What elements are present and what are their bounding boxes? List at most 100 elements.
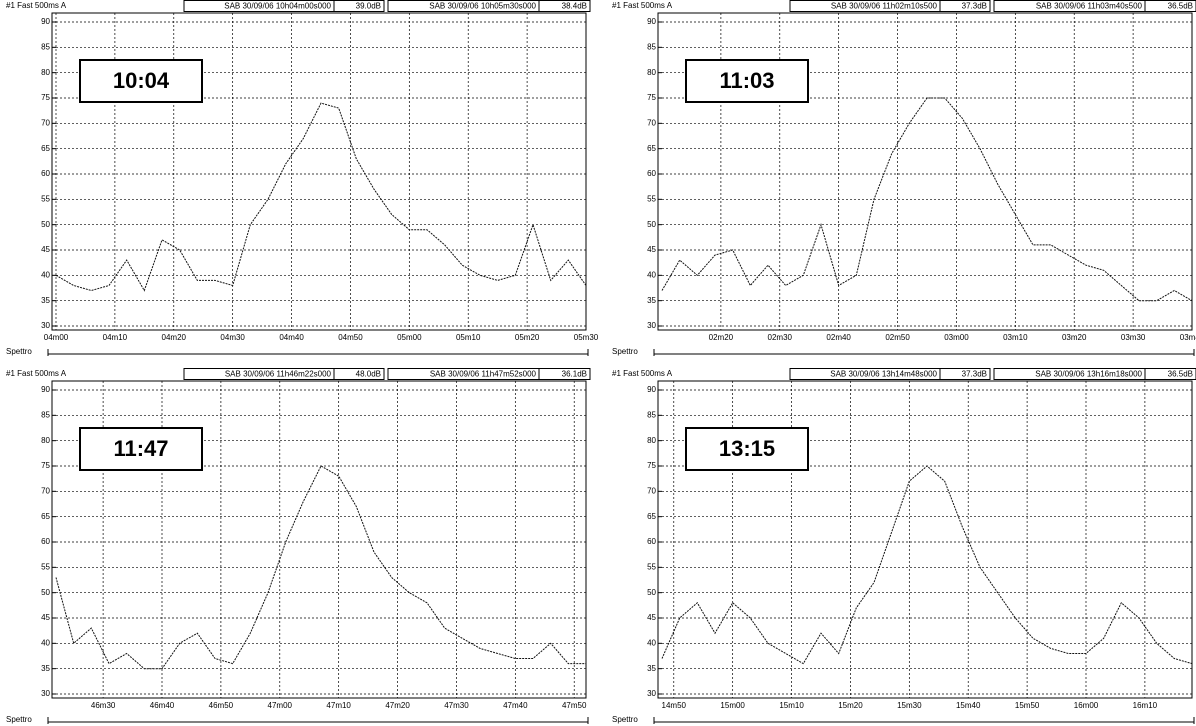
y-tick-label: 70 <box>41 486 50 495</box>
y-tick-label: 65 <box>647 144 656 153</box>
x-tick-label: 02m40 <box>826 333 851 342</box>
y-tick-label: 65 <box>647 512 656 521</box>
y-tick-label: 40 <box>41 638 50 647</box>
x-tick-label: 47m40 <box>503 701 528 710</box>
y-tick-label: 55 <box>41 194 50 203</box>
y-tick-label: 75 <box>647 461 656 470</box>
x-tick-label: 02m30 <box>768 333 793 342</box>
y-tick-label: 30 <box>41 689 50 698</box>
y-tick-label: 35 <box>647 296 656 305</box>
header-level2: 36.5dB <box>1168 370 1193 379</box>
footer-label: Spettro <box>6 715 32 724</box>
y-tick-label: 75 <box>41 93 50 102</box>
footer-label: Spettro <box>6 347 32 356</box>
header-box <box>538 0 591 12</box>
header-box <box>1144 0 1196 12</box>
y-tick-label: 70 <box>41 118 50 127</box>
annotation: 13:15 <box>719 436 775 461</box>
header-cursor2: SAB 30/09/06 11h47m52s000 <box>430 370 537 379</box>
y-tick-label: 55 <box>41 562 50 571</box>
x-tick-label: 46m40 <box>150 701 175 710</box>
y-tick-label: 45 <box>647 613 656 622</box>
x-tick-label: 47m50 <box>562 701 587 710</box>
level-line <box>55 465 586 670</box>
y-tick-label: 90 <box>647 385 656 394</box>
y-tick-label: 40 <box>647 270 656 279</box>
panel: #1 Fast 500ms A SAB 30/09/06 13h14m48s000… <box>612 368 1196 724</box>
panel: #1 Fast 500ms A SAB 30/09/06 10h04m00s000… <box>6 0 599 356</box>
y-tick-label: 30 <box>41 321 50 330</box>
annotation-box <box>79 427 203 471</box>
y-tick-label: 60 <box>41 169 50 178</box>
header-cursor1: SAB 30/09/06 11h02m10s500 <box>831 2 938 11</box>
level-line <box>661 465 1193 665</box>
y-tick-label: 45 <box>41 613 50 622</box>
x-tick-label: 02m50 <box>885 333 910 342</box>
header-level1: 37.3dB <box>962 2 987 11</box>
x-tick-label: 15m00 <box>720 701 745 710</box>
x-tick-label: 03m40 <box>1180 333 1196 342</box>
y-tick-label: 40 <box>647 638 656 647</box>
y-tick-label: 75 <box>647 93 656 102</box>
header-box <box>939 368 991 380</box>
y-tick-label: 75 <box>41 461 50 470</box>
annotation-box <box>79 59 203 103</box>
annotation: 11:47 <box>113 436 168 461</box>
y-tick-label: 35 <box>41 664 50 673</box>
header-cursor2: SAB 30/09/06 13h16m18s000 <box>1035 370 1142 379</box>
channel-label: #1 Fast 500ms A <box>6 369 67 378</box>
annotation: 11:03 <box>719 68 774 93</box>
y-tick-label: 35 <box>647 664 656 673</box>
channel-label: #1 Fast 500ms A <box>6 1 67 10</box>
header-cursor1: SAB 30/09/06 13h14m48s000 <box>830 370 937 379</box>
y-tick-label: 40 <box>41 270 50 279</box>
header-level2: 36.1dB <box>562 370 587 379</box>
y-tick-label: 65 <box>41 144 50 153</box>
x-tick-label: 16m00 <box>1074 701 1099 710</box>
x-tick-label: 47m00 <box>268 701 293 710</box>
panel: #1 Fast 500ms A SAB 30/09/06 11h02m10s500… <box>612 0 1196 356</box>
header-cursor1: SAB 30/09/06 11h46m22s000 <box>225 370 332 379</box>
footer-label: Spettro <box>612 715 638 724</box>
x-tick-label: 15m50 <box>1015 701 1040 710</box>
x-tick-label: 04m40 <box>279 333 304 342</box>
annotation-box <box>685 427 809 471</box>
header-box <box>333 368 385 380</box>
channel-label: #1 Fast 500ms A <box>612 369 673 378</box>
x-tick-label: 47m30 <box>444 701 469 710</box>
header-cursor1: SAB 30/09/06 10h04m00s000 <box>224 2 331 11</box>
header-box <box>939 0 991 12</box>
x-tick-label: 15m20 <box>838 701 863 710</box>
x-tick-label: 15m40 <box>956 701 981 710</box>
y-tick-label: 70 <box>647 118 656 127</box>
x-tick-label: 05m20 <box>515 333 540 342</box>
x-tick-label: 03m00 <box>944 333 969 342</box>
y-tick-label: 55 <box>647 562 656 571</box>
y-tick-label: 85 <box>647 42 656 51</box>
y-tick-label: 60 <box>41 537 50 546</box>
annotation: 10:04 <box>113 68 170 93</box>
x-tick-label: 03m10 <box>1003 333 1028 342</box>
y-tick-label: 60 <box>647 169 656 178</box>
x-tick-label: 15m30 <box>897 701 922 710</box>
header-level2: 38.4dB <box>562 2 587 11</box>
y-tick-label: 30 <box>647 321 656 330</box>
y-tick-label: 65 <box>41 512 50 521</box>
x-tick-label: 14m50 <box>662 701 687 710</box>
x-tick-label: 04m20 <box>162 333 187 342</box>
y-tick-label: 80 <box>41 68 50 77</box>
header-cursor2: SAB 30/09/06 11h03m40s500 <box>1036 2 1143 11</box>
panel: #1 Fast 500ms A SAB 30/09/06 11h46m22s000… <box>6 368 591 724</box>
y-tick-label: 60 <box>647 537 656 546</box>
y-tick-label: 50 <box>41 220 50 229</box>
x-tick-label: 02m20 <box>709 333 734 342</box>
header-level2: 36.5dB <box>1168 2 1193 11</box>
header-level1: 39.0dB <box>356 2 381 11</box>
x-tick-label: 47m10 <box>326 701 351 710</box>
level-line <box>55 102 587 292</box>
x-tick-label: 05m10 <box>456 333 481 342</box>
x-tick-label: 03m20 <box>1062 333 1087 342</box>
y-tick-label: 90 <box>41 385 50 394</box>
